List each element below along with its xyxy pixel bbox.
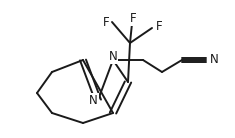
- Text: F: F: [103, 15, 110, 29]
- Text: N: N: [210, 54, 219, 67]
- Text: F: F: [156, 20, 162, 33]
- Text: N: N: [109, 50, 117, 63]
- Text: F: F: [130, 12, 137, 25]
- Text: N: N: [89, 94, 98, 107]
